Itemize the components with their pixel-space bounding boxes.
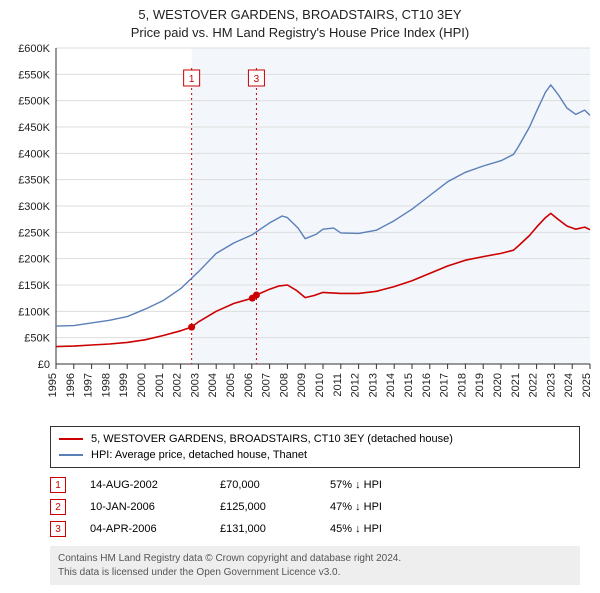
svg-text:2020: 2020 — [492, 373, 504, 397]
svg-text:2004: 2004 — [207, 373, 219, 397]
svg-text:£550K: £550K — [18, 70, 50, 82]
svg-text:2019: 2019 — [474, 373, 486, 397]
svg-text:£300K: £300K — [18, 201, 50, 213]
legend-item-property: 5, WESTOVER GARDENS, BROADSTAIRS, CT10 3… — [59, 431, 571, 447]
svg-text:2012: 2012 — [350, 373, 362, 397]
chart-svg: £0 £50K £100K £150K £200K £250K £300K £350K £400… — [0, 42, 600, 422]
title-subtitle: Price paid vs. HM Land Registry's House … — [0, 24, 600, 42]
svg-text:2015: 2015 — [403, 373, 415, 397]
svg-text:2006: 2006 — [243, 373, 255, 397]
transaction-date: 14-AUG-2002 — [90, 479, 220, 491]
svg-text:2008: 2008 — [278, 373, 290, 397]
svg-text:2018: 2018 — [456, 373, 468, 397]
svg-text:£350K: £350K — [18, 175, 50, 187]
footer-line: This data is licensed under the Open Gov… — [58, 566, 572, 580]
legend-swatch-property — [59, 438, 83, 440]
svg-text:£50K: £50K — [24, 333, 50, 345]
legend: 5, WESTOVER GARDENS, BROADSTAIRS, CT10 3… — [50, 426, 580, 468]
svg-text:2002: 2002 — [172, 373, 184, 397]
svg-text:2021: 2021 — [510, 373, 522, 397]
svg-text:£600K: £600K — [18, 43, 50, 55]
svg-text:2017: 2017 — [439, 373, 451, 397]
svg-text:1996: 1996 — [65, 373, 77, 397]
transaction-price: £131,000 — [220, 523, 330, 535]
svg-text:1995: 1995 — [47, 373, 59, 397]
transactions-table: 1 14-AUG-2002 £70,000 57% ↓ HPI 2 10-JAN… — [50, 474, 580, 540]
svg-text:£200K: £200K — [18, 254, 50, 266]
svg-text:£100K: £100K — [18, 307, 50, 319]
transaction-hpi-delta: 47% ↓ HPI — [330, 501, 450, 513]
svg-text:£500K: £500K — [18, 96, 50, 108]
transaction-price: £125,000 — [220, 501, 330, 513]
svg-text:2000: 2000 — [136, 373, 148, 397]
svg-text:2024: 2024 — [563, 373, 575, 397]
footer-line: Contains HM Land Registry data © Crown c… — [58, 552, 572, 566]
svg-text:2022: 2022 — [528, 373, 540, 397]
svg-text:3: 3 — [254, 74, 260, 85]
transaction-marker-icon: 2 — [50, 499, 66, 515]
svg-text:£450K: £450K — [18, 122, 50, 134]
transaction-row: 1 14-AUG-2002 £70,000 57% ↓ HPI — [50, 474, 580, 496]
title-address: 5, WESTOVER GARDENS, BROADSTAIRS, CT10 3… — [0, 6, 600, 24]
legend-swatch-hpi — [59, 454, 83, 456]
svg-text:£250K: £250K — [18, 228, 50, 240]
title-block: 5, WESTOVER GARDENS, BROADSTAIRS, CT10 3… — [0, 0, 600, 42]
svg-text:£0: £0 — [38, 359, 50, 371]
svg-text:2023: 2023 — [545, 373, 557, 397]
chart: £0 £50K £100K £150K £200K £250K £300K £350K £400… — [0, 42, 600, 422]
transaction-price: £70,000 — [220, 479, 330, 491]
svg-text:2016: 2016 — [421, 373, 433, 397]
legend-item-hpi: HPI: Average price, detached house, Than… — [59, 447, 571, 463]
svg-text:2001: 2001 — [154, 373, 166, 397]
svg-text:2007: 2007 — [261, 373, 273, 397]
svg-text:2005: 2005 — [225, 373, 237, 397]
svg-text:2009: 2009 — [296, 373, 308, 397]
svg-text:2003: 2003 — [189, 373, 201, 397]
svg-text:1: 1 — [189, 74, 195, 85]
transaction-row: 2 10-JAN-2006 £125,000 47% ↓ HPI — [50, 496, 580, 518]
svg-text:£150K: £150K — [18, 280, 50, 292]
svg-text:1998: 1998 — [100, 373, 112, 397]
transaction-date: 10-JAN-2006 — [90, 501, 220, 513]
transaction-date: 04-APR-2006 — [90, 523, 220, 535]
transaction-marker-icon: 3 — [50, 521, 66, 537]
svg-text:2014: 2014 — [385, 373, 397, 397]
legend-label-property: 5, WESTOVER GARDENS, BROADSTAIRS, CT10 3… — [91, 433, 453, 445]
svg-text:1997: 1997 — [83, 373, 95, 397]
svg-text:2013: 2013 — [367, 373, 379, 397]
attribution-footer: Contains HM Land Registry data © Crown c… — [50, 546, 580, 585]
legend-label-hpi: HPI: Average price, detached house, Than… — [91, 449, 307, 461]
chart-container: 5, WESTOVER GARDENS, BROADSTAIRS, CT10 3… — [0, 0, 600, 585]
svg-text:£400K: £400K — [18, 149, 50, 161]
transaction-marker-icon: 1 — [50, 477, 66, 493]
svg-text:2011: 2011 — [332, 373, 344, 397]
transaction-row: 3 04-APR-2006 £131,000 45% ↓ HPI — [50, 518, 580, 540]
svg-text:2025: 2025 — [581, 373, 593, 397]
transaction-hpi-delta: 45% ↓ HPI — [330, 523, 450, 535]
svg-text:1999: 1999 — [118, 373, 130, 397]
transaction-hpi-delta: 57% ↓ HPI — [330, 479, 450, 491]
svg-text:2010: 2010 — [314, 373, 326, 397]
